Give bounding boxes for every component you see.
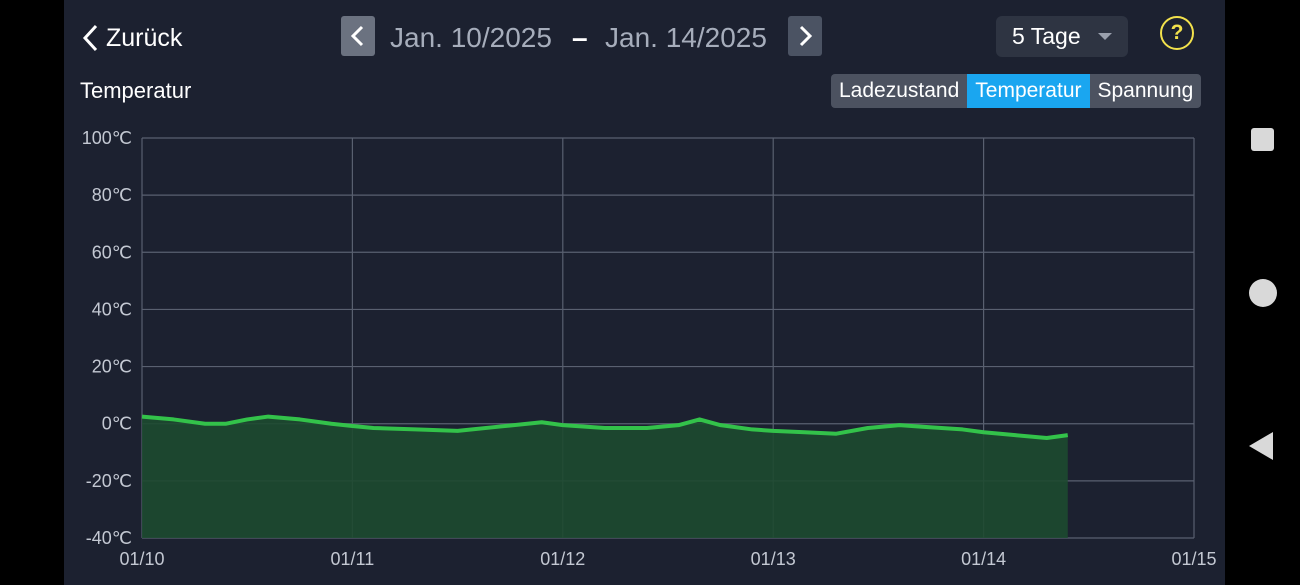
previous-period-button[interactable] bbox=[341, 16, 375, 56]
x-tick-label: 01/12 bbox=[540, 549, 585, 569]
square-icon[interactable] bbox=[1251, 128, 1274, 151]
x-tick-label: 01/10 bbox=[119, 549, 164, 569]
y-tick-label: 20℃ bbox=[92, 357, 132, 377]
y-tick-label: 0℃ bbox=[102, 414, 132, 434]
x-tick-label: 01/15 bbox=[1171, 549, 1216, 569]
y-tick-label: -20℃ bbox=[86, 471, 132, 491]
y-tick-label: 100℃ bbox=[82, 128, 132, 148]
caret-down-icon bbox=[1098, 33, 1112, 40]
x-tick-label: 01/13 bbox=[751, 549, 796, 569]
y-tick-label: 40℃ bbox=[92, 299, 132, 319]
x-tick-label: 01/14 bbox=[961, 549, 1006, 569]
tab-ladezustand[interactable]: Ladezustand bbox=[831, 74, 968, 108]
tab-spannung[interactable]: Spannung bbox=[1089, 74, 1202, 108]
temperature-area bbox=[142, 416, 1068, 538]
chevron-left-icon bbox=[82, 24, 98, 52]
circle-icon[interactable] bbox=[1249, 279, 1277, 307]
back-button[interactable]: Zurück bbox=[80, 20, 182, 56]
triangle-back-icon[interactable] bbox=[1249, 432, 1273, 460]
next-period-button[interactable] bbox=[788, 16, 822, 56]
y-tick-label: -40℃ bbox=[86, 528, 132, 548]
date-end: Jan. 14/2025 bbox=[605, 22, 767, 53]
help-symbol: ? bbox=[1170, 21, 1184, 44]
app-screen: Zurück Jan. 10/2025 – Jan. 14/2025 5 Tag… bbox=[64, 0, 1225, 585]
date-start: Jan. 10/2025 bbox=[390, 22, 552, 53]
range-dropdown[interactable]: 5 Tage bbox=[996, 16, 1128, 57]
chart-title: Temperatur bbox=[80, 78, 192, 103]
back-label: Zurück bbox=[106, 23, 183, 52]
chevron-left-icon bbox=[350, 25, 364, 47]
temperature-chart: 100℃ 80℃ 60℃ 40℃ 20℃ 0℃ -20℃ -40℃01/10 01/11 01/1… bbox=[82, 128, 1217, 569]
tab-temperatur[interactable]: Temperatur bbox=[967, 74, 1090, 108]
y-tick-label: 80℃ bbox=[92, 185, 132, 205]
system-navigation-bar bbox=[1225, 0, 1300, 585]
date-separator: – bbox=[572, 22, 588, 53]
help-icon[interactable]: ? bbox=[1160, 16, 1194, 50]
chevron-right-icon bbox=[799, 25, 813, 47]
metric-tabs: Ladezustand Temperatur Spannung bbox=[831, 74, 1202, 108]
temperature-line bbox=[141, 414, 1069, 440]
y-tick-label: 60℃ bbox=[92, 242, 132, 262]
range-value: 5 Tage bbox=[1012, 23, 1081, 49]
x-tick-label: 01/11 bbox=[331, 549, 375, 569]
